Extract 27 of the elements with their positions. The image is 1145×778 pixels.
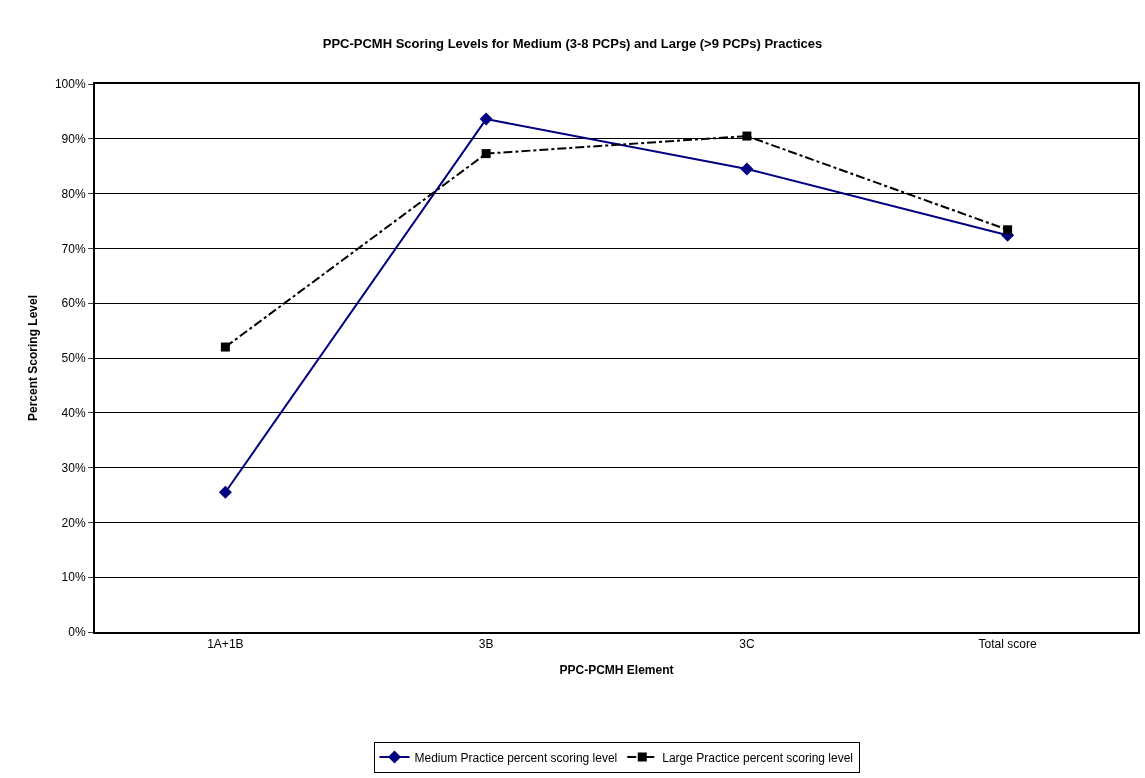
y-tick-label: 80% bbox=[61, 186, 86, 201]
y-axis-title: Percent Scoring Level bbox=[25, 294, 40, 422]
x-tick-label: 1A+1B bbox=[207, 637, 244, 652]
point bbox=[1003, 225, 1013, 235]
point bbox=[220, 342, 230, 352]
point bbox=[740, 162, 754, 176]
point bbox=[479, 112, 493, 126]
x-tick-label: 3B bbox=[478, 637, 494, 652]
y-tick-label: 0% bbox=[68, 625, 86, 640]
y-tick-label: 40% bbox=[61, 406, 86, 420]
y-tick-label: 50% bbox=[61, 351, 86, 366]
chart-title: PPC-PCMH Scoring Levels for Medium (3-8 PCPs) and Large (>9 PCPs) Practices bbox=[322, 36, 823, 51]
point bbox=[742, 131, 752, 141]
y-tick-label: 20% bbox=[61, 515, 86, 530]
y-tick-label: 70% bbox=[61, 241, 86, 256]
legend-label: Large Practice percent scoring level bbox=[662, 750, 854, 765]
legend-label: Medium Practice percent scoring level bbox=[414, 750, 618, 765]
y-tick-label: 30% bbox=[61, 460, 86, 475]
x-axis-title: PPC-PCMH Element bbox=[559, 662, 674, 677]
point bbox=[481, 149, 491, 159]
y-tick-label: 100% bbox=[54, 77, 86, 92]
y-tick-label: 10% bbox=[61, 570, 86, 585]
point bbox=[218, 485, 232, 499]
y-tick-label: 60% bbox=[61, 296, 86, 311]
x-tick-label: Total score bbox=[978, 637, 1037, 652]
y-tick-label: 90% bbox=[61, 132, 86, 146]
x-tick-label: 3C bbox=[739, 637, 755, 652]
